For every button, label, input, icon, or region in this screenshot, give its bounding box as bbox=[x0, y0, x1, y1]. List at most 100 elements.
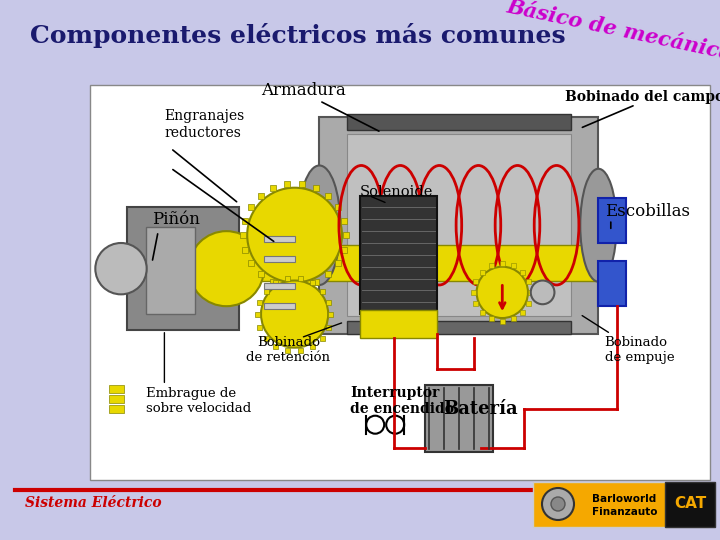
Bar bbox=[270, 185, 276, 191]
Bar bbox=[255, 312, 260, 317]
Bar bbox=[360, 310, 437, 338]
Circle shape bbox=[261, 280, 328, 348]
Bar bbox=[489, 316, 494, 321]
Text: Bobinado
de empuje: Bobinado de empuje bbox=[605, 336, 674, 363]
Text: Componentes eléctricos más comunes: Componentes eléctricos más comunes bbox=[30, 23, 566, 48]
Bar bbox=[320, 335, 325, 341]
Text: Solenoide: Solenoide bbox=[360, 185, 433, 199]
Bar bbox=[328, 312, 333, 317]
Bar bbox=[510, 264, 516, 268]
Bar bbox=[284, 283, 290, 289]
Text: Embrague de
sobre velocidad: Embrague de sobre velocidad bbox=[145, 387, 251, 415]
Bar bbox=[248, 204, 254, 210]
Bar bbox=[320, 288, 325, 294]
Bar bbox=[325, 193, 331, 199]
Bar bbox=[480, 269, 485, 275]
Bar bbox=[526, 279, 531, 284]
Bar bbox=[325, 271, 331, 277]
Bar bbox=[500, 261, 505, 266]
Bar bbox=[109, 405, 124, 413]
Bar bbox=[109, 385, 124, 393]
Circle shape bbox=[542, 488, 574, 520]
Bar bbox=[243, 247, 248, 253]
Text: Básico de mecánica: Básico de mecánica bbox=[505, 0, 720, 64]
Bar bbox=[285, 348, 290, 353]
Bar bbox=[313, 279, 319, 285]
Bar bbox=[341, 247, 347, 253]
Bar bbox=[471, 290, 476, 295]
Bar bbox=[258, 271, 264, 277]
Bar bbox=[276, 215, 313, 342]
Bar bbox=[335, 204, 341, 210]
Bar bbox=[274, 280, 279, 286]
Bar bbox=[214, 245, 598, 280]
Bar bbox=[264, 236, 294, 242]
Bar bbox=[285, 276, 290, 281]
Text: Sistema Eléctrico: Sistema Eléctrico bbox=[25, 496, 161, 510]
Bar bbox=[533, 482, 708, 527]
Bar bbox=[240, 232, 246, 238]
Bar bbox=[526, 301, 531, 306]
Text: CAT: CAT bbox=[674, 496, 706, 511]
Bar bbox=[264, 288, 269, 294]
Bar bbox=[341, 218, 347, 224]
Bar bbox=[320, 117, 598, 334]
Bar bbox=[313, 185, 319, 191]
Text: Piñón: Piñón bbox=[152, 211, 200, 228]
Bar bbox=[248, 260, 254, 266]
Bar bbox=[347, 321, 570, 334]
Bar bbox=[90, 85, 710, 480]
Circle shape bbox=[477, 267, 528, 318]
Bar bbox=[335, 260, 341, 266]
Bar bbox=[520, 269, 525, 275]
Text: Escobillas: Escobillas bbox=[605, 203, 690, 220]
Bar bbox=[310, 280, 315, 286]
Bar bbox=[257, 325, 262, 329]
Bar bbox=[598, 198, 626, 243]
Circle shape bbox=[247, 188, 342, 282]
Bar bbox=[299, 283, 305, 289]
Bar bbox=[264, 303, 294, 309]
Bar bbox=[127, 207, 239, 330]
Bar bbox=[473, 279, 478, 284]
Bar bbox=[298, 348, 303, 353]
Circle shape bbox=[95, 243, 147, 294]
Bar bbox=[109, 395, 124, 403]
Circle shape bbox=[551, 497, 565, 511]
Bar bbox=[528, 290, 534, 295]
Bar bbox=[360, 195, 437, 314]
Circle shape bbox=[531, 280, 554, 304]
Bar bbox=[326, 325, 331, 329]
Bar bbox=[270, 279, 276, 285]
Text: Armadura: Armadura bbox=[261, 83, 346, 99]
Bar bbox=[145, 227, 195, 314]
Bar bbox=[299, 181, 305, 187]
Bar bbox=[264, 284, 294, 289]
Circle shape bbox=[189, 231, 264, 306]
Bar bbox=[243, 218, 248, 224]
Text: Bobinado del campo: Bobinado del campo bbox=[565, 90, 720, 104]
Bar bbox=[258, 193, 264, 199]
Bar bbox=[489, 264, 494, 268]
Bar bbox=[347, 134, 570, 316]
Bar bbox=[425, 385, 493, 453]
Bar bbox=[298, 276, 303, 281]
Ellipse shape bbox=[299, 165, 341, 285]
Bar bbox=[264, 256, 294, 262]
Bar bbox=[500, 319, 505, 323]
Bar bbox=[347, 114, 570, 130]
Ellipse shape bbox=[580, 168, 616, 282]
Bar bbox=[598, 261, 626, 306]
Text: Interruptor
de encendido: Interruptor de encendido bbox=[351, 386, 454, 416]
Bar bbox=[326, 300, 331, 305]
Text: Engranajes
reductores: Engranajes reductores bbox=[164, 110, 245, 140]
Bar bbox=[257, 300, 262, 305]
Bar bbox=[473, 301, 478, 306]
Bar bbox=[310, 344, 315, 349]
Bar bbox=[520, 310, 525, 315]
Bar bbox=[510, 316, 516, 321]
Text: Bobinado
de retención: Bobinado de retención bbox=[246, 336, 330, 363]
Bar bbox=[284, 181, 290, 187]
Bar bbox=[264, 335, 269, 341]
Bar bbox=[665, 482, 715, 527]
